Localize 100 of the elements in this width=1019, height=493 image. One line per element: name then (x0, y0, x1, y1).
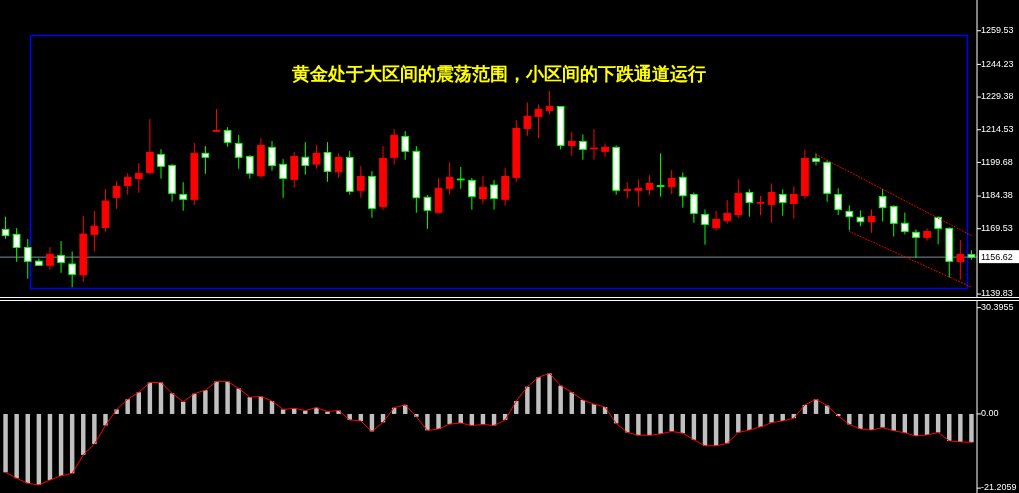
candlestick (789, 185, 798, 220)
bar (192, 393, 197, 414)
candlestick (123, 172, 132, 196)
candlestick (878, 188, 887, 222)
candlestick (756, 195, 765, 216)
candlestick (68, 250, 76, 288)
line-series (815, 153, 972, 237)
candlestick (678, 171, 687, 209)
candlestick (712, 210, 720, 232)
candlestick (245, 154, 254, 180)
candlestick (545, 90, 554, 115)
candlestick (334, 152, 343, 179)
candlestick (645, 174, 654, 196)
bar (536, 377, 541, 414)
candlestick (579, 133, 587, 161)
bar (636, 413, 641, 436)
bar (969, 413, 974, 443)
candlestick (567, 131, 576, 157)
candlestick (501, 167, 509, 207)
candlestick (456, 166, 465, 190)
candlestick (479, 175, 487, 205)
annotation: 黄金处于大区间的震荡范围，小区间的下跌通道运行 (290, 63, 706, 84)
candlestick (90, 210, 99, 253)
candlestick (701, 208, 709, 246)
candlestick (901, 212, 909, 235)
candlestick (312, 144, 321, 170)
bar (647, 413, 652, 436)
bar (747, 413, 752, 431)
candlestick (934, 215, 942, 245)
candlestick (767, 182, 776, 224)
candlestick (112, 180, 121, 210)
bar (14, 413, 19, 479)
candlestick (912, 228, 920, 259)
candlestick (290, 151, 299, 189)
candlestick (279, 158, 287, 199)
candlestick (867, 208, 876, 234)
y-tick-label: 1184.38 (981, 190, 1013, 201)
candlestick (134, 162, 143, 194)
bar (669, 413, 674, 432)
bar (858, 413, 863, 429)
bar (547, 373, 552, 414)
line-series (5, 372, 972, 486)
candlestick (356, 165, 365, 199)
bar (436, 413, 441, 429)
candlestick (268, 140, 276, 172)
y-tick-label: 1214.53 (981, 124, 1014, 135)
candlestick (601, 142, 609, 158)
bar (758, 413, 763, 427)
y-tick-label: 1199.68 (981, 156, 1013, 167)
bar (225, 381, 230, 414)
candlestick (845, 204, 854, 231)
candlestick (401, 130, 410, 161)
candlestick (157, 148, 165, 180)
y-tick-label: 0.00 (981, 408, 999, 419)
bar (447, 413, 452, 425)
candlestick (690, 192, 698, 224)
y-tick-label: 1244.23 (981, 58, 1014, 69)
bar (203, 390, 208, 414)
bar (847, 413, 852, 425)
candlestick (623, 181, 632, 200)
y-tick-label: 1169.53 (981, 223, 1013, 234)
candlestick (656, 152, 665, 198)
bar (125, 399, 130, 414)
bar (525, 386, 530, 414)
candlestick (445, 161, 454, 196)
y-tick-label: 1139.83 (981, 288, 1013, 299)
candlestick (468, 177, 476, 211)
bar (3, 413, 8, 473)
candlestick (723, 199, 732, 225)
bar (880, 413, 885, 428)
ref-line-label: 1156.62 (981, 251, 1013, 262)
candlestick (323, 141, 332, 183)
candlestick (534, 104, 543, 139)
bar (958, 413, 963, 442)
bar (658, 413, 663, 434)
candlestick (201, 145, 210, 175)
candlestick (212, 108, 221, 133)
candlestick (12, 227, 21, 263)
candlestick (423, 194, 432, 230)
candlestick (778, 188, 787, 217)
line-series (848, 230, 972, 288)
candlestick (734, 178, 743, 219)
bar (236, 388, 241, 414)
y-tick-label: 30.3955 (981, 302, 1014, 313)
y-tick-label: -21.2059 (981, 482, 1017, 493)
bar (769, 413, 774, 423)
candlestick (490, 179, 498, 211)
bar (736, 413, 741, 433)
candlestick (812, 152, 820, 166)
candlestick (390, 128, 398, 166)
candlestick (234, 134, 243, 170)
bar (92, 413, 97, 445)
bar (214, 381, 219, 414)
bar (425, 413, 430, 431)
candlestick (590, 128, 598, 161)
candlestick (23, 238, 32, 280)
candlestick (834, 187, 843, 216)
candlestick (301, 141, 310, 176)
candlestick (179, 181, 188, 212)
candlestick (223, 126, 232, 148)
